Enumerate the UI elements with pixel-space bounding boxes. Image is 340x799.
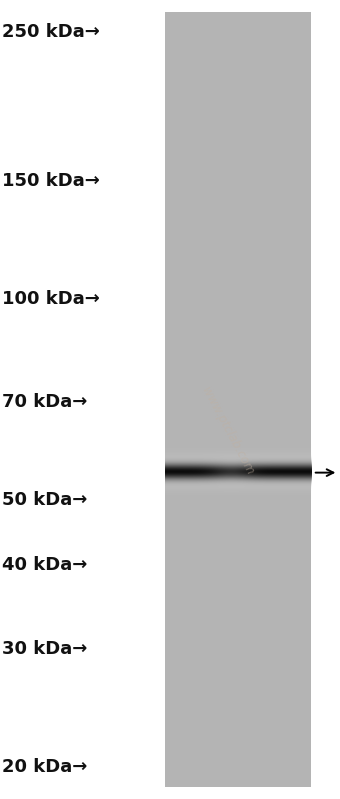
Text: 150 kDa→: 150 kDa→ [2,172,100,189]
Text: 250 kDa→: 250 kDa→ [2,23,100,41]
Text: 30 kDa→: 30 kDa→ [2,640,87,658]
Text: 100 kDa→: 100 kDa→ [2,289,100,308]
Text: 70 kDa→: 70 kDa→ [2,393,87,411]
Text: 40 kDa→: 40 kDa→ [2,556,87,574]
Text: 50 kDa→: 50 kDa→ [2,491,87,510]
Bar [165,12,311,787]
Text: 20 kDa→: 20 kDa→ [2,758,87,776]
Text: www.ptclab.com: www.ptclab.com [199,385,256,478]
